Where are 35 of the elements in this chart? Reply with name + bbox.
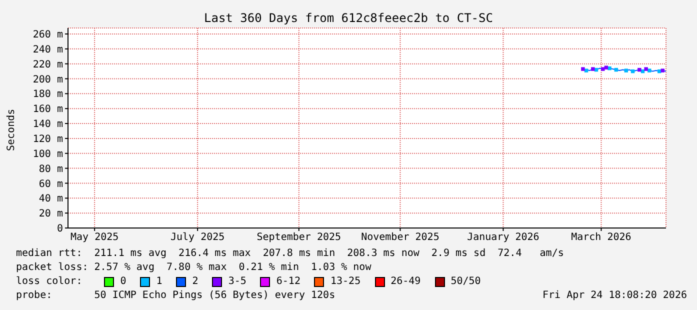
y-tick-label: 240 m — [32, 44, 63, 56]
text: median rtt: 211.1 ms avg 216.4 ms max 207.8 ms min 208.3 ms now 2.9 ms sd 72.4 am/s — [16, 248, 564, 259]
y-tick-label: 180 m — [32, 89, 63, 100]
legend-label: 2 — [192, 276, 198, 287]
x-tick-label: September 2025 — [256, 232, 342, 244]
legend-label: 1 — [156, 276, 162, 287]
legend-title: loss color: — [16, 276, 82, 287]
legend-label: 0 — [120, 276, 126, 287]
legend-label: 6-12 — [276, 276, 300, 287]
text: Fri Apr 24 18:08:20 2026 — [542, 290, 687, 301]
y-tick-label: 0 — [56, 224, 63, 235]
y-tick-label: 40 m — [38, 194, 63, 205]
text: packet loss: 2.57 % avg 7.80 % max 0.21 % min 1.03 % now — [16, 262, 372, 273]
x-tick-label: November 2025 — [361, 232, 440, 244]
legend-label: 26-49 — [390, 276, 421, 287]
y-tick-label: 160 m — [32, 104, 63, 116]
x-tick-label: July 2025 — [170, 232, 225, 244]
y-tick-label: 120 m — [32, 134, 63, 145]
y-tick-label: 220 m — [32, 59, 63, 70]
legend-label: 50/50 — [450, 276, 481, 287]
y-tick-label: 100 m — [32, 148, 63, 160]
y-tick-label: 80 m — [38, 164, 63, 175]
chart-title: Last 360 Days from 612c8feeec2b to CT-SC — [203, 11, 494, 25]
legend-label: 13-25 — [330, 276, 361, 287]
x-tick-label: January 2026 — [467, 232, 540, 244]
y-tick-label: 260 m — [32, 30, 63, 41]
legend-label: 3-5 — [228, 276, 246, 287]
text: probe: 50 ICMP Echo Pings (56 Bytes) every 120s — [16, 290, 336, 301]
y-tick-label: 20 m — [38, 208, 63, 220]
x-tick-label: March 2026 — [571, 232, 632, 244]
y-tick-label: 200 m — [32, 74, 63, 86]
y-axis-title: Seconds — [6, 108, 17, 151]
y-tick-label: 60 m — [38, 178, 63, 190]
x-tick-label: May 2025 — [70, 232, 119, 244]
y-tick-label: 140 m — [32, 119, 63, 130]
